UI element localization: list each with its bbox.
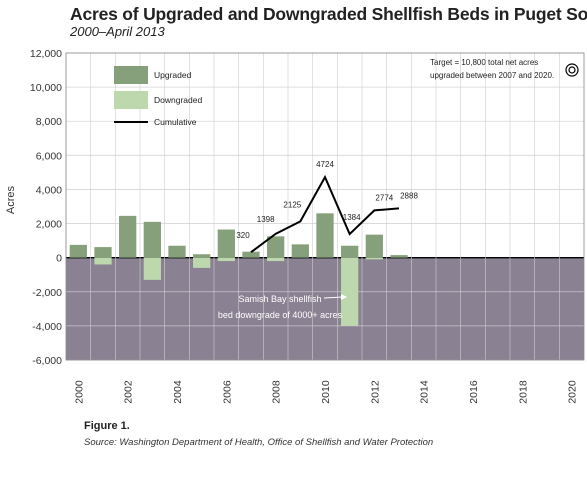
x-tick-label: 2012 <box>369 380 381 404</box>
bar-upgraded <box>390 255 408 258</box>
target-note-line1: Target = 10,800 total net acres <box>430 58 538 67</box>
x-tick-label: 2008 <box>271 380 283 404</box>
bar-downgraded <box>217 257 235 262</box>
data-label: 1384 <box>343 213 361 222</box>
target-note-line2: upgraded between 2007 and 2020. <box>430 71 554 80</box>
legend-swatch-upgraded <box>114 66 148 84</box>
data-label: 320 <box>236 231 250 240</box>
bar-upgraded <box>217 229 235 258</box>
x-tick-label: 2004 <box>172 380 184 404</box>
bar-upgraded <box>291 244 309 258</box>
bar-upgraded <box>267 236 285 258</box>
y-tick-label: 6,000 <box>36 150 62 162</box>
x-tick-label: 2018 <box>517 380 529 404</box>
x-tick-label: 2002 <box>123 380 135 404</box>
y-tick-label: -4,000 <box>32 321 62 333</box>
samish-annotation-line1: Samish Bay shellfish <box>238 294 321 304</box>
y-tick-label: -2,000 <box>32 287 62 299</box>
y-tick-label: -6,000 <box>32 355 62 367</box>
bar-upgraded <box>365 234 383 258</box>
cumulative-line <box>250 174 400 254</box>
data-label: 4724 <box>316 160 334 169</box>
bar-upgraded <box>168 245 186 258</box>
bar-upgraded <box>316 213 334 258</box>
legend-label-cumulative: Cumulative <box>154 117 197 127</box>
y-tick-label: 10,000 <box>30 82 62 94</box>
bar-upgraded <box>193 254 211 258</box>
samish-annotation-line2: bed downgrade of 4000+ acres <box>218 310 343 320</box>
bar-upgraded <box>242 251 260 258</box>
bar-upgraded <box>119 215 137 258</box>
bar-upgraded <box>143 221 161 258</box>
bar-downgraded <box>193 257 211 268</box>
chart-title: Acres of Upgraded and Downgraded Shellfi… <box>70 4 587 24</box>
legend-swatch-downgraded <box>114 91 148 109</box>
legend-label-downgraded: Downgraded <box>154 95 202 105</box>
chart-subtitle: 2000–April 2013 <box>70 24 165 39</box>
samish-annotation: Samish Bay shellfish bed downgrade of 40… <box>218 294 347 320</box>
samish-arrow <box>323 296 344 299</box>
y-axis-label: Acres <box>5 185 17 214</box>
x-tick-label: 2006 <box>221 380 233 404</box>
y-tick-label: 0 <box>56 253 62 265</box>
data-label: 2774 <box>375 193 393 202</box>
data-label: 1398 <box>257 215 275 224</box>
legend: Upgraded Downgraded Cumulative <box>114 66 202 127</box>
bar-upgraded <box>69 244 87 258</box>
target-icon-inner <box>568 66 576 74</box>
data-label: 2125 <box>283 200 301 209</box>
x-tick-label: 2000 <box>73 380 85 404</box>
target-note: Target = 10,800 total net acres upgraded… <box>430 58 579 80</box>
y-tick-label: 12,000 <box>30 48 62 60</box>
bar-downgraded <box>94 257 112 265</box>
source-note: Source: Washington Department of Health,… <box>84 437 434 448</box>
data-label: 2888 <box>400 191 418 200</box>
legend-label-upgraded: Upgraded <box>154 70 192 80</box>
x-tick-label: 2014 <box>419 380 431 404</box>
target-icon <box>565 63 579 77</box>
x-tick-label: 2010 <box>320 380 332 404</box>
bar-downgraded <box>365 257 383 260</box>
y-tick-label: 2,000 <box>36 219 62 231</box>
plot-frame <box>65 52 585 361</box>
samish-arrow-head <box>341 294 347 300</box>
y-tick-label: 8,000 <box>36 116 62 128</box>
bar-downgraded <box>267 257 285 262</box>
y-tick-label: 4,000 <box>36 184 62 196</box>
figure-label: Figure 1. <box>84 420 130 432</box>
x-tick-label: 2016 <box>468 380 480 404</box>
bar-downgraded <box>341 257 359 326</box>
x-tick-label: 2020 <box>567 380 579 404</box>
bar-upgraded <box>94 247 112 258</box>
bar-downgraded <box>143 257 161 280</box>
bar-upgraded <box>341 245 359 258</box>
